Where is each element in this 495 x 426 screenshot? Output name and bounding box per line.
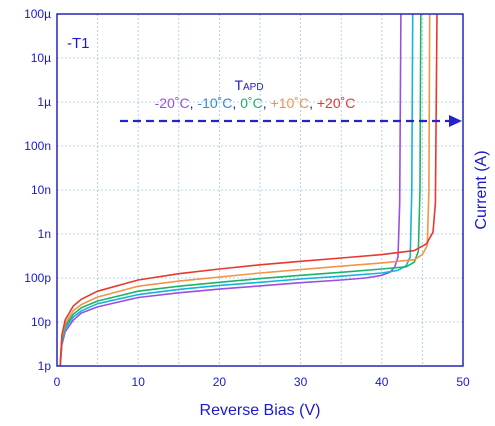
series-line xyxy=(59,13,438,367)
y-tick-label: 10n xyxy=(31,183,51,197)
y-tick-label: 1p xyxy=(38,359,52,373)
y-tick-label: 100n xyxy=(24,139,51,153)
y-tick-label: 10p xyxy=(31,315,51,329)
device-label: -T1 xyxy=(67,35,90,52)
x-tick-label: 40 xyxy=(375,375,389,389)
y-tick-label: 100p xyxy=(24,271,51,285)
tapd-sub: APD xyxy=(243,82,264,93)
x-tick-label: 10 xyxy=(132,375,146,389)
tapd-label: TAPD xyxy=(234,77,263,93)
temperature-legend: -20˚C, -10˚C, 0˚C, +10˚C, +20˚C xyxy=(155,95,356,111)
y-tick-label: 10µ xyxy=(31,51,51,65)
tapd-main: T xyxy=(234,77,243,93)
legend-entry: -20˚C xyxy=(155,95,190,111)
y-tick-labels: 1p 10p 100p 1n 10n 100n 1µ 10µ 100µ xyxy=(24,7,51,373)
series-line xyxy=(59,13,422,367)
legend-separator: , xyxy=(190,95,198,111)
y-tick-label: 100µ xyxy=(24,7,51,21)
legend-entry: +10˚C xyxy=(271,95,310,111)
legend-separator: , xyxy=(232,95,240,111)
y-axis-title: Current (A) xyxy=(473,150,490,229)
series-line xyxy=(59,13,414,367)
x-tick-label: 30 xyxy=(294,375,308,389)
legend-entry: 0˚C xyxy=(240,95,263,111)
y-tick-label: 1n xyxy=(38,227,51,241)
y-tick-label: 1µ xyxy=(37,95,51,109)
legend-separator: , xyxy=(263,95,271,111)
x-axis-title: Reverse Bias (V) xyxy=(200,402,321,419)
x-tick-labels: 0 10 20 30 40 50 xyxy=(54,375,470,389)
series-line xyxy=(59,13,402,367)
grid xyxy=(57,14,463,366)
x-tick-label: 20 xyxy=(213,375,227,389)
x-tick-label: 50 xyxy=(456,375,470,389)
legend-entry: -10˚C xyxy=(197,95,232,111)
plot-frame xyxy=(56,13,464,367)
legend-entry: +20˚C xyxy=(317,95,356,111)
series-line xyxy=(59,13,431,367)
legend-separator: , xyxy=(309,95,317,111)
x-tick-label: 0 xyxy=(54,375,61,389)
temperature-arrow xyxy=(120,115,462,127)
series-lines xyxy=(59,13,438,367)
